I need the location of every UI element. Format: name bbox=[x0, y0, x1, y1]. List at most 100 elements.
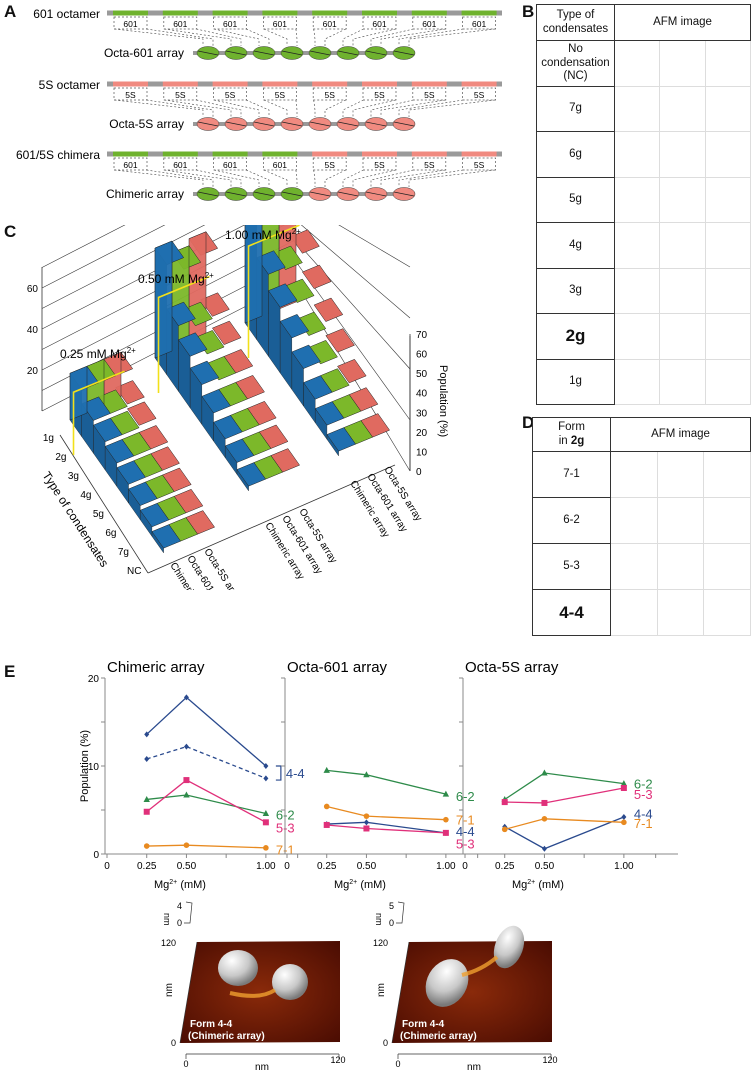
construct-backbone bbox=[107, 151, 502, 157]
marker-triangle bbox=[541, 769, 548, 776]
marker-square bbox=[143, 808, 150, 815]
segment-label: 5S bbox=[324, 160, 335, 170]
y-min-label: 0 bbox=[383, 1038, 388, 1048]
construct-backbone bbox=[107, 81, 502, 87]
segment-bracket bbox=[113, 157, 148, 171]
segment-bracket bbox=[312, 16, 347, 30]
x-tick-label: 1.00 bbox=[256, 861, 276, 872]
marker-diamond bbox=[263, 763, 269, 769]
nucleosome-dna-wrap bbox=[309, 191, 331, 197]
row-label: 1g bbox=[536, 358, 615, 405]
dna-segment-601 bbox=[362, 10, 397, 16]
nucleosome-dna-wrap bbox=[337, 50, 359, 56]
segment-bracket bbox=[462, 16, 496, 30]
y-max-label: 120 bbox=[373, 938, 388, 948]
dna-segment-601 bbox=[461, 10, 497, 16]
marker-diamond bbox=[263, 775, 269, 782]
ribbon-cell bbox=[337, 358, 367, 384]
marker-triangle bbox=[442, 790, 450, 797]
mapping-line bbox=[352, 99, 396, 117]
marker-circle bbox=[363, 813, 370, 819]
x-tick-label: 0 bbox=[462, 861, 468, 872]
afm-y-axis bbox=[391, 941, 410, 1044]
segment-label: 5S bbox=[474, 90, 485, 100]
array-label: Octa-5S array bbox=[109, 117, 184, 131]
series-end-label: 4-4 bbox=[286, 766, 305, 781]
series-end-label: 7-1 bbox=[456, 813, 475, 828]
marker-circle bbox=[541, 816, 548, 822]
mapping-line bbox=[164, 28, 232, 46]
marker-diamond bbox=[144, 731, 150, 738]
segment-label: 601 bbox=[372, 19, 386, 29]
right-tick-label: 50 bbox=[416, 369, 428, 380]
header-form-line2-prefix: in bbox=[558, 434, 571, 447]
category-tick-label: 7g bbox=[118, 547, 129, 558]
marker-triangle bbox=[262, 810, 270, 817]
row-label: 2g bbox=[536, 313, 615, 360]
x-tick-label: 0 bbox=[284, 861, 290, 872]
mapping-line bbox=[313, 28, 316, 46]
dna-segment-5S bbox=[312, 151, 348, 157]
mapping-line bbox=[370, 169, 414, 187]
nucleosome-dna-wrap bbox=[281, 50, 303, 56]
mapping-line bbox=[114, 99, 204, 117]
row-label: 5g bbox=[536, 176, 615, 223]
construct-label: 601/5S chimera bbox=[16, 148, 100, 162]
category-tick-label: 6g bbox=[105, 528, 116, 539]
x-tick-label: 1.00 bbox=[614, 861, 634, 872]
x-unit-label: nm bbox=[255, 1062, 269, 1073]
z-axis-label: Population (%) bbox=[437, 365, 449, 437]
y-tick-label: 0 bbox=[93, 850, 99, 861]
segment-bracket bbox=[213, 16, 247, 30]
x-tick-label: 0.25 bbox=[137, 861, 157, 872]
series-line-6-2 bbox=[326, 769, 447, 795]
series-line-7-1 bbox=[326, 805, 446, 821]
nucleosome-dna-wrap bbox=[337, 191, 359, 197]
table-row: 3g bbox=[536, 267, 752, 314]
mapping-line bbox=[313, 99, 316, 117]
x-min-label: 0 bbox=[183, 1059, 188, 1069]
marker-diamond bbox=[183, 743, 189, 750]
segment-bracket bbox=[412, 16, 447, 30]
z-unit-label: nm bbox=[162, 913, 172, 926]
marker-circle bbox=[263, 845, 269, 851]
bracket bbox=[275, 765, 282, 781]
marker-square bbox=[363, 825, 370, 832]
y-axis-label: Population (%) bbox=[79, 730, 91, 802]
nucleosome-dna-wrap bbox=[337, 121, 359, 127]
y-unit-label: nm bbox=[164, 983, 175, 997]
marker-square bbox=[323, 821, 330, 828]
highlight-line bbox=[247, 225, 300, 358]
category-tick-label: 3g bbox=[68, 471, 79, 482]
segment-label: 601 bbox=[273, 160, 287, 170]
segment-label: 601 bbox=[173, 19, 187, 29]
series-end-label: 5-3 bbox=[456, 836, 475, 851]
marker-diamond bbox=[183, 694, 189, 701]
series-line-4-4dashed bbox=[146, 745, 267, 779]
panel-e-line-charts: Chimeric array 0 10 20 Population (%) 0 0.25 0.… bbox=[79, 659, 678, 891]
right-tick-label: 30 bbox=[416, 408, 428, 419]
segment-bracket bbox=[163, 87, 198, 101]
ribbon-cell bbox=[290, 229, 320, 254]
segment-bracket bbox=[362, 87, 397, 101]
series-line-5-3 bbox=[326, 824, 446, 834]
segment-label: 5S bbox=[324, 90, 335, 100]
dna-segment-5S bbox=[312, 81, 348, 87]
side-wall-gridline bbox=[294, 239, 411, 370]
left-tick-label: 20 bbox=[27, 366, 39, 377]
mapping-line bbox=[295, 99, 298, 117]
panel-d-table: Form in 2g AFM image 7-1 6-2 5-3 4-4 bbox=[532, 417, 751, 636]
row-label: 7-1 bbox=[532, 451, 611, 498]
mapping-line bbox=[380, 99, 446, 117]
series-line-4-4 bbox=[146, 696, 267, 767]
series-axis bbox=[147, 464, 396, 574]
segment-bracket bbox=[263, 157, 297, 171]
right-tick-label: 20 bbox=[416, 428, 428, 439]
mapping-line bbox=[408, 169, 496, 187]
row-label: 6-2 bbox=[532, 497, 611, 544]
segment-label: 5S bbox=[275, 90, 286, 100]
afm-caption-line2: (Chimeric array) bbox=[188, 1031, 265, 1042]
left-tick-label: 60 bbox=[27, 284, 39, 295]
nucleosome-dna-wrap bbox=[281, 121, 303, 127]
segment-bracket bbox=[113, 87, 148, 101]
